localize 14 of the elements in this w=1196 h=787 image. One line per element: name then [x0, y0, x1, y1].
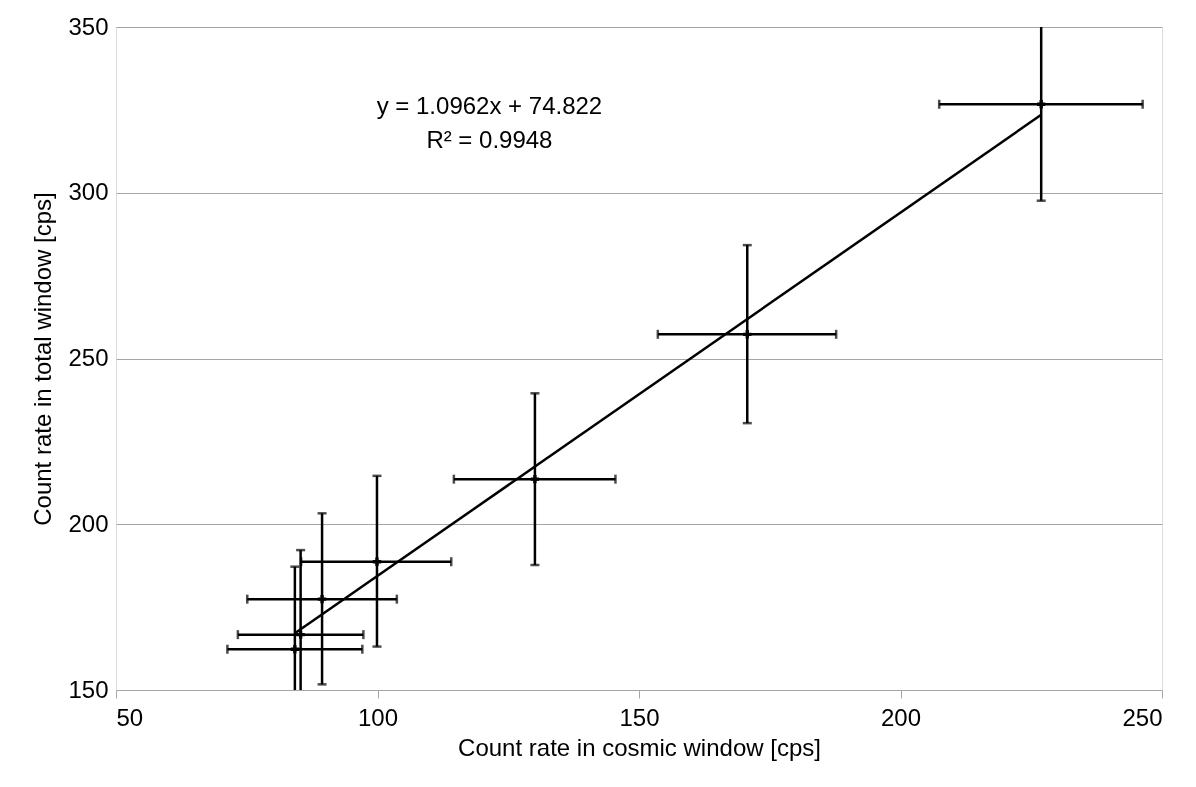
y-tick-label: 200 — [68, 509, 109, 537]
y-tick-label: 250 — [68, 344, 109, 371]
x-tick-label: 150 — [619, 703, 660, 731]
y-tick-label: 350 — [68, 12, 109, 40]
x-tick-label: 50 — [116, 703, 144, 731]
y-tick-label: 150 — [68, 675, 109, 703]
annotation: R² = 0.9948 — [426, 125, 553, 153]
x-axis-title: Count rate in cosmic window [cps] — [458, 733, 821, 761]
y-axis-title: Count rate in total window [cps] — [29, 192, 57, 526]
x-tick-label: 100 — [357, 703, 399, 731]
y-tick-label: 300 — [68, 178, 109, 206]
annotation: y = 1.0962x + 74.822 — [376, 91, 603, 119]
x-tick-label: 250 — [1122, 703, 1163, 731]
x-tick-label: 200 — [880, 703, 922, 731]
